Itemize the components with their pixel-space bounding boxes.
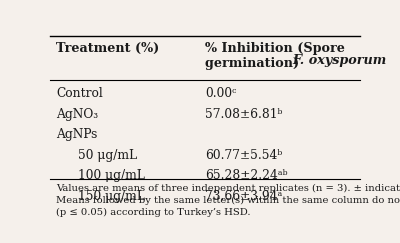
Text: Values are means of three independent replicates (n = 3). ± indicates standard e: Values are means of three independent re…	[56, 183, 400, 217]
Text: 150 μg/mL: 150 μg/mL	[78, 190, 145, 203]
Text: % Inhibition (Spore
germination): % Inhibition (Spore germination)	[205, 42, 345, 70]
Text: 0.00ᶜ: 0.00ᶜ	[205, 87, 236, 100]
Text: F. oxysporum: F. oxysporum	[292, 54, 386, 67]
Text: 65.28±2.24ᵃᵇ: 65.28±2.24ᵃᵇ	[205, 170, 288, 182]
Text: 60.77±5.54ᵇ: 60.77±5.54ᵇ	[205, 149, 282, 162]
Text: AgNPs: AgNPs	[56, 128, 98, 141]
Text: 50 μg/mL: 50 μg/mL	[78, 149, 137, 162]
Text: 100 μg/mL: 100 μg/mL	[78, 170, 145, 182]
Text: 73.66±3.94ᵃ: 73.66±3.94ᵃ	[205, 190, 282, 203]
Text: Control: Control	[56, 87, 103, 100]
Text: 57.08±6.81ᵇ: 57.08±6.81ᵇ	[205, 108, 282, 121]
Text: Treatment (%): Treatment (%)	[56, 42, 160, 55]
Text: AgNO₃: AgNO₃	[56, 108, 98, 121]
